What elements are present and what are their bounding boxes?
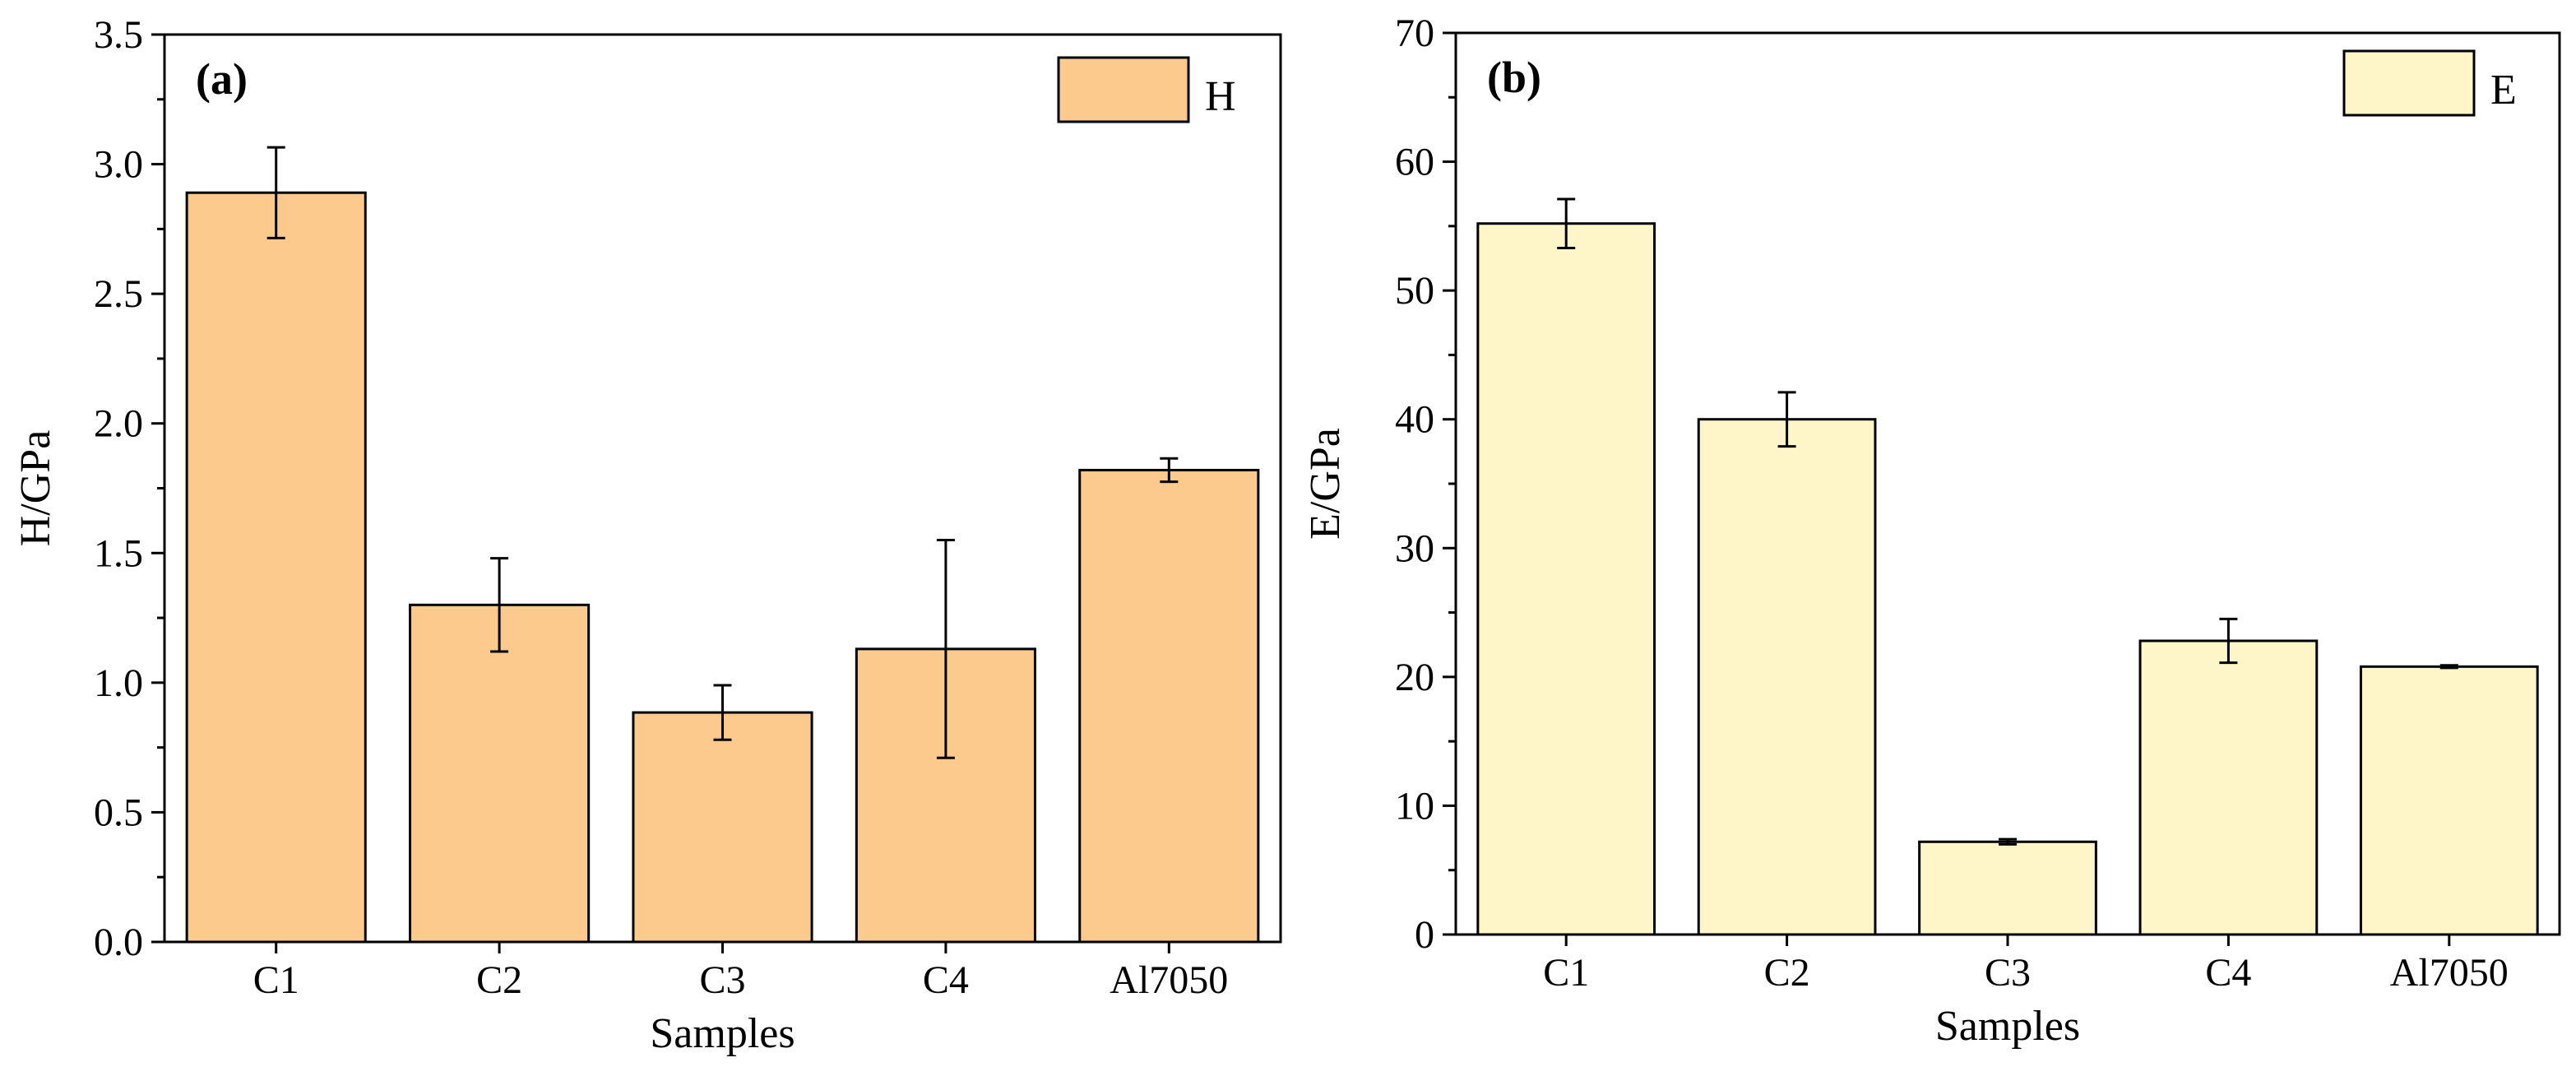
chartb-ytick-label-2: 20: [1395, 656, 1434, 699]
charta-panel-label: (a): [196, 54, 248, 104]
charta-ytick-label-7: 3.5: [94, 13, 143, 57]
chartb-xtick-label-C4: C4: [2205, 951, 2251, 995]
charta-ytick-label-1: 0.5: [94, 791, 143, 834]
charta-ytick-label-2: 1.0: [94, 661, 143, 705]
chartb-xtick-label-C1: C1: [1543, 951, 1589, 995]
chartb-errorbar-C3: [1999, 837, 2017, 846]
charta-legend-swatch: [1057, 56, 1190, 123]
charta-legend-label: H: [1205, 73, 1236, 120]
chartb-bar-C2: [1697, 418, 1877, 936]
charta-ylabel: H/GPa: [12, 430, 59, 547]
charta-bar-C2: [409, 603, 591, 944]
chartb-ylabel: E/GPa: [1302, 428, 1349, 540]
charta-bar-Al7050: [1078, 468, 1260, 944]
charta-xtick-label-C2: C2: [476, 958, 522, 1002]
chartb-errorbar-C2: [1777, 391, 1796, 448]
chartb-xtick-label-Al7050: Al7050: [2390, 951, 2509, 995]
charta-xtick-label-Al7050: Al7050: [1110, 958, 1228, 1002]
chartb-bar-C1: [1476, 222, 1656, 936]
charta-bar-C3: [632, 711, 813, 944]
charta-errorbar-Al7050: [1160, 457, 1179, 484]
chartb-xtick-label-C3: C3: [1985, 951, 2031, 995]
charta-bar-C1: [185, 191, 367, 944]
chart-panel-a: C1 C2 C3 C4 Al7050 0.0 0.5 1.0 1.5 2.0 2.5 3.0 3.5 H/…: [12, 13, 1282, 1057]
chartb-errorbar-C1: [1557, 197, 1576, 249]
charta-ytick-label-5: 2.5: [94, 272, 143, 316]
charta-xlabel: Samples: [650, 1010, 795, 1057]
chartb-legend-label: E: [2490, 67, 2517, 114]
chartb-bar-C3: [1918, 840, 2097, 936]
chartb-ytick-label-5: 50: [1395, 269, 1434, 313]
charta-errorbar-C3: [713, 684, 732, 741]
charta-xtick-label-C1: C1: [253, 958, 299, 1002]
charta-xtick-label-C3: C3: [699, 958, 745, 1002]
charta-errorbar-C4: [936, 539, 955, 759]
chartb-ytick-label-1: 10: [1395, 784, 1434, 828]
chartb-ytick-label-6: 60: [1395, 141, 1434, 184]
chart-panel-b: C1 C2 C3 C4 Al7050 0 10 20 30 40 50 60 70 E/GPa Sample…: [1302, 12, 2561, 1050]
chartb-legend-swatch: [2342, 49, 2476, 117]
chartb-panel-label: (b): [1487, 53, 1541, 102]
chartb-xtick-label-C2: C2: [1764, 951, 1810, 995]
chartb-errorbar-Al7050: [2439, 664, 2458, 670]
charta-xtick-label-C4: C4: [923, 958, 969, 1002]
chartb-ytick-label-0: 0: [1415, 913, 1434, 957]
charta-ytick-label-3: 1.5: [94, 531, 143, 575]
chartb-bar-C4: [2138, 639, 2319, 936]
charta-errorbar-C2: [490, 557, 509, 653]
chartb-xlabel: Samples: [1935, 1003, 2080, 1050]
charta-ytick-label-4: 2.0: [94, 402, 143, 446]
chartb-ytick-label-7: 70: [1395, 12, 1434, 55]
charta-errorbar-C1: [266, 146, 285, 239]
chartb-bar-Al7050: [2359, 665, 2539, 936]
charta-ytick-label-6: 3.0: [94, 143, 143, 187]
chartb-ytick-label-3: 30: [1395, 526, 1434, 570]
chartb-errorbar-C4: [2219, 617, 2238, 665]
chartb-ytick-label-4: 40: [1395, 398, 1434, 442]
charta-ytick-label-0: 0.0: [94, 921, 143, 964]
